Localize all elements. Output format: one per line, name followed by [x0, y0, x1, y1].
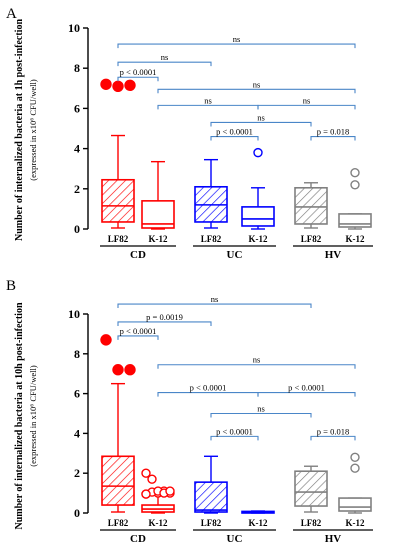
x-category-label: K-12 [249, 234, 268, 244]
significance-label: ns [257, 112, 265, 122]
significance-label: ns [233, 34, 241, 44]
outlier-point [147, 474, 157, 484]
significance-bracket [117, 76, 159, 82]
group-label: UC [227, 533, 243, 545]
significance-bracket [210, 121, 312, 127]
x-category-label: K-12 [346, 518, 365, 528]
outlier-point [141, 468, 151, 478]
outlier-point [350, 452, 360, 462]
x-category-label: LF82 [201, 518, 222, 528]
x-category-label: LF82 [108, 234, 129, 244]
panel-letter: B [6, 278, 16, 294]
significance-label: p < 0.0001 [120, 326, 157, 336]
significance-bracket [257, 392, 356, 397]
significance-label: p = 0.018 [317, 426, 349, 436]
panel-a: A Number of internalized bacteria at 1h … [6, 6, 373, 261]
significance-bracket [157, 104, 259, 110]
x-category-label: LF82 [108, 518, 129, 528]
outlier-point [350, 463, 360, 473]
group-label: CD [130, 533, 146, 545]
box [194, 481, 228, 513]
box [338, 497, 372, 512]
box [101, 455, 135, 506]
y-axis-label: Number of internalized bacteria at 1h po… [14, 19, 25, 241]
outlier-point [350, 180, 360, 190]
significance-label: p < 0.0001 [216, 426, 253, 436]
x-category-label: LF82 [201, 234, 222, 244]
significance-label: ns [253, 79, 261, 89]
significance-bracket [310, 435, 356, 441]
significance-label: ns [257, 404, 265, 414]
outlier-point [100, 78, 112, 90]
box [101, 178, 135, 223]
significance-bracket [157, 88, 356, 94]
y-tick-label: 2 [74, 466, 80, 480]
y-tick-label: 2 [74, 182, 80, 196]
significance-bracket [210, 412, 312, 418]
significance-label: p < 0.0001 [190, 383, 227, 393]
group-label: HV [325, 249, 342, 261]
x-category-label: LF82 [301, 518, 322, 528]
significance-label: p = 0.018 [317, 127, 349, 137]
significance-bracket [210, 435, 259, 441]
significance-label: p < 0.0001 [288, 383, 325, 393]
outlier-point [165, 486, 175, 496]
y-tick-label: 4 [74, 426, 80, 440]
significance-bracket [257, 104, 356, 110]
panel-b: B Number of internalized bacteria at 10h… [6, 278, 373, 545]
y-tick-label: 10 [68, 307, 80, 321]
y-tick-label: 0 [74, 506, 80, 520]
outlier-point [112, 80, 124, 92]
x-category-label: LF82 [301, 234, 322, 244]
x-category-label: K-12 [249, 518, 268, 528]
significance-label: ns [253, 355, 261, 365]
group-label: HV [325, 533, 342, 545]
significance-label: ns [204, 95, 212, 105]
significance-bracket [117, 61, 212, 67]
significance-bracket [157, 364, 356, 369]
y-tick-label: 6 [74, 101, 80, 115]
x-category-label: K-12 [149, 518, 168, 528]
significance-label: ns [211, 294, 219, 304]
y-axis-sublabel: (expressed in x10⁶ CFU/well) [28, 79, 38, 181]
y-tick-label: 10 [68, 21, 80, 35]
y-tick-label: 4 [74, 142, 80, 156]
significance-bracket [117, 321, 212, 326]
box [241, 206, 275, 227]
outlier-point [124, 79, 136, 91]
outlier-point [100, 334, 112, 346]
significance-label: p < 0.0001 [216, 127, 253, 137]
significance-bracket [117, 43, 356, 49]
significance-label: ns [303, 95, 311, 105]
box [338, 213, 372, 228]
significance-bracket [117, 303, 312, 309]
y-tick-label: 0 [74, 222, 80, 236]
outlier-point [350, 168, 360, 178]
significance-label: p < 0.0001 [120, 67, 157, 77]
significance-bracket [157, 392, 259, 397]
panel-letter: A [6, 6, 17, 22]
significance-bracket [117, 335, 159, 340]
y-axis-sublabel: (expressed in x10⁶ CFU/well) [28, 365, 38, 467]
outlier-point [253, 147, 263, 158]
group-label: CD [130, 249, 146, 261]
y-axis-label: Number of internalized bacteria at 10h p… [14, 302, 25, 529]
y-tick-label: 8 [74, 61, 80, 75]
group-label: UC [227, 249, 243, 261]
y-tick-label: 6 [74, 387, 80, 401]
outlier-point [112, 364, 124, 376]
box [294, 186, 328, 225]
outlier-point [124, 364, 136, 376]
y-tick-label: 8 [74, 347, 80, 361]
significance-label: p = 0.0019 [146, 312, 183, 322]
x-category-label: K-12 [149, 234, 168, 244]
x-category-label: K-12 [346, 234, 365, 244]
box [294, 470, 328, 507]
outlier-point [141, 489, 151, 499]
significance-bracket [310, 135, 356, 141]
significance-label: ns [161, 52, 169, 62]
significance-bracket [210, 135, 259, 141]
